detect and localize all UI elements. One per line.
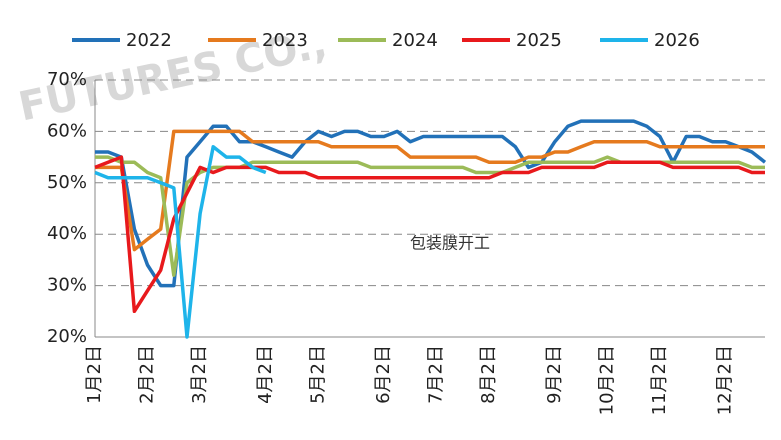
x-tick-label: 11月2日 xyxy=(649,345,670,415)
series-line xyxy=(94,155,765,314)
series-line xyxy=(95,119,767,288)
legend-label: 2022 xyxy=(126,30,172,51)
x-tick-label: 10月2日 xyxy=(596,345,617,415)
annotation: 包装膜开工 xyxy=(410,234,490,253)
series-line xyxy=(94,145,267,339)
legend-label: 2025 xyxy=(516,30,562,51)
x-tick-label: 4月2日 xyxy=(255,345,276,404)
x-tick-label: 12月2日 xyxy=(715,345,736,415)
x-tick-label: 8月2日 xyxy=(478,345,499,404)
x-tick-label: 2月2日 xyxy=(137,345,158,404)
x-tick-label: 9月2日 xyxy=(544,345,565,404)
y-tick-label: 20% xyxy=(47,326,87,347)
x-tick-label: 7月2日 xyxy=(426,345,447,404)
x-tick-label: 6月2日 xyxy=(373,345,394,404)
y-tick-label: 40% xyxy=(47,223,87,244)
x-tick-label: 5月2日 xyxy=(307,345,328,404)
y-tick-label: 50% xyxy=(47,172,87,193)
y-tick-label: 60% xyxy=(47,120,87,141)
series-line xyxy=(95,129,765,252)
legend-label: 2026 xyxy=(654,30,700,51)
y-tick-label: 70% xyxy=(47,69,87,90)
x-tick-label: 3月2日 xyxy=(189,345,210,404)
legend-label: 2023 xyxy=(262,30,308,51)
legend-label: 2024 xyxy=(392,30,438,51)
x-tick-label: 1月2日 xyxy=(84,345,105,404)
y-tick-label: 30% xyxy=(47,275,87,296)
